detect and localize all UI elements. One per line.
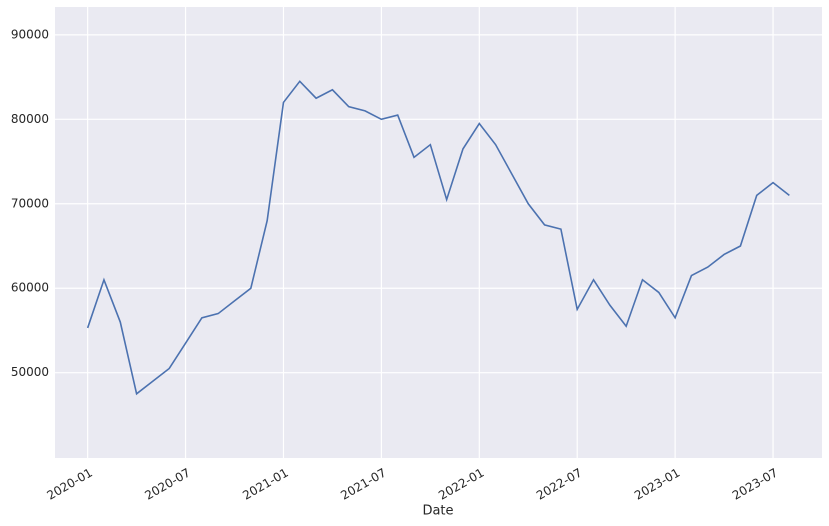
x-tick-label: 2020-01 bbox=[44, 466, 94, 503]
plot-area bbox=[55, 7, 822, 458]
x-tick-label: 2021-07 bbox=[338, 466, 388, 503]
y-tick-label: 70000 bbox=[11, 196, 49, 210]
x-tick-label: 2023-01 bbox=[632, 466, 682, 503]
x-tick-label: 2023-07 bbox=[730, 466, 780, 503]
y-tick-label: 80000 bbox=[11, 112, 49, 126]
y-tick-label: 50000 bbox=[11, 365, 49, 379]
x-tick-label: 2021-01 bbox=[240, 466, 290, 503]
x-tick-label: 2020-07 bbox=[142, 466, 192, 503]
x-tick-label: 2022-01 bbox=[436, 466, 486, 503]
y-tick-label: 90000 bbox=[11, 27, 49, 41]
line-series bbox=[86, 80, 790, 396]
y-tick-label: 60000 bbox=[11, 281, 49, 295]
x-axis-label: Date bbox=[422, 504, 453, 519]
x-tick-label: 2022-07 bbox=[534, 466, 584, 503]
